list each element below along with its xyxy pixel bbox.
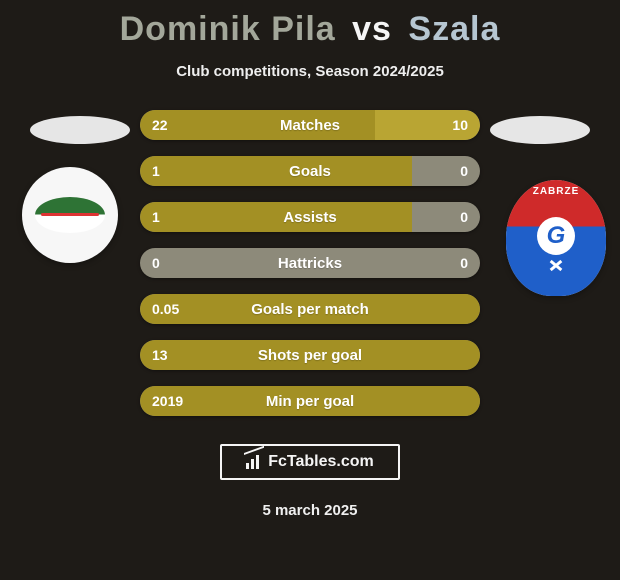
stat-bar-right-value: 0 (460, 156, 468, 186)
footer-logo[interactable]: FcTables.com (220, 444, 400, 480)
stat-bar-right-value: 0 (460, 202, 468, 232)
chart-icon (246, 455, 262, 469)
stat-bar-row: Matches22 10 (140, 110, 480, 140)
title: Dominik Pila vs Szala (0, 10, 620, 49)
stat-bar-left-value: 22 (152, 110, 168, 140)
stat-bar-row: Assists1 0 (140, 202, 480, 232)
title-right-player: Szala (408, 10, 500, 48)
stat-bar-right-value: 10 (452, 110, 468, 140)
right-club-crest: ZABRZE G (506, 180, 606, 296)
stat-bar-label: Matches (140, 110, 480, 140)
stat-bar-row: Goals1 0 (140, 156, 480, 186)
bars-column: Matches2210Goals10Assists10Hattricks00Go… (140, 110, 480, 416)
crest-right-text: ZABRZE (506, 186, 606, 197)
left-club-crest (22, 167, 118, 263)
stat-bar-label: Assists (140, 202, 480, 232)
right-side-column (490, 110, 590, 144)
stat-bar-left-value: 13 (152, 340, 168, 370)
left-head-ellipse (30, 116, 130, 144)
stat-bar-label: Min per goal (140, 386, 480, 416)
stat-bar-row: Hattricks0 0 (140, 248, 480, 278)
stat-bar-left-value: 1 (152, 156, 160, 186)
stat-bar-left-value: 0.05 (152, 294, 179, 324)
crest-right-letter: G (537, 217, 575, 255)
stat-bar-label: Shots per goal (140, 340, 480, 370)
crest-left-shape (35, 197, 105, 233)
comparison-card: Dominik Pila vs Szala Club competitions,… (0, 0, 620, 580)
subtitle: Club competitions, Season 2024/2025 (0, 63, 620, 80)
stat-bar-label: Goals (140, 156, 480, 186)
stat-bar-left-value: 2019 (152, 386, 183, 416)
stat-bar-label: Goals per match (140, 294, 480, 324)
stat-bar-label: Hattricks (140, 248, 480, 278)
stat-bar-left-value: 0 (152, 248, 160, 278)
crest-right-shape: ZABRZE G (506, 180, 606, 296)
title-left-player: Dominik Pila (120, 10, 336, 48)
right-head-ellipse (490, 116, 590, 144)
stat-bar-right-value: 0 (460, 248, 468, 278)
stat-bar-row: Goals per match0.05 (140, 294, 480, 324)
crest-right-pick-icon (546, 259, 566, 273)
title-vs: vs (352, 10, 392, 48)
stat-bar-row: Shots per goal13 (140, 340, 480, 370)
footer-logo-text: FcTables.com (268, 453, 374, 471)
footer-date: 5 march 2025 (0, 502, 620, 519)
stat-bar-left-value: 1 (152, 202, 160, 232)
stat-bar-row: Min per goal2019 (140, 386, 480, 416)
left-side-column (30, 110, 130, 144)
